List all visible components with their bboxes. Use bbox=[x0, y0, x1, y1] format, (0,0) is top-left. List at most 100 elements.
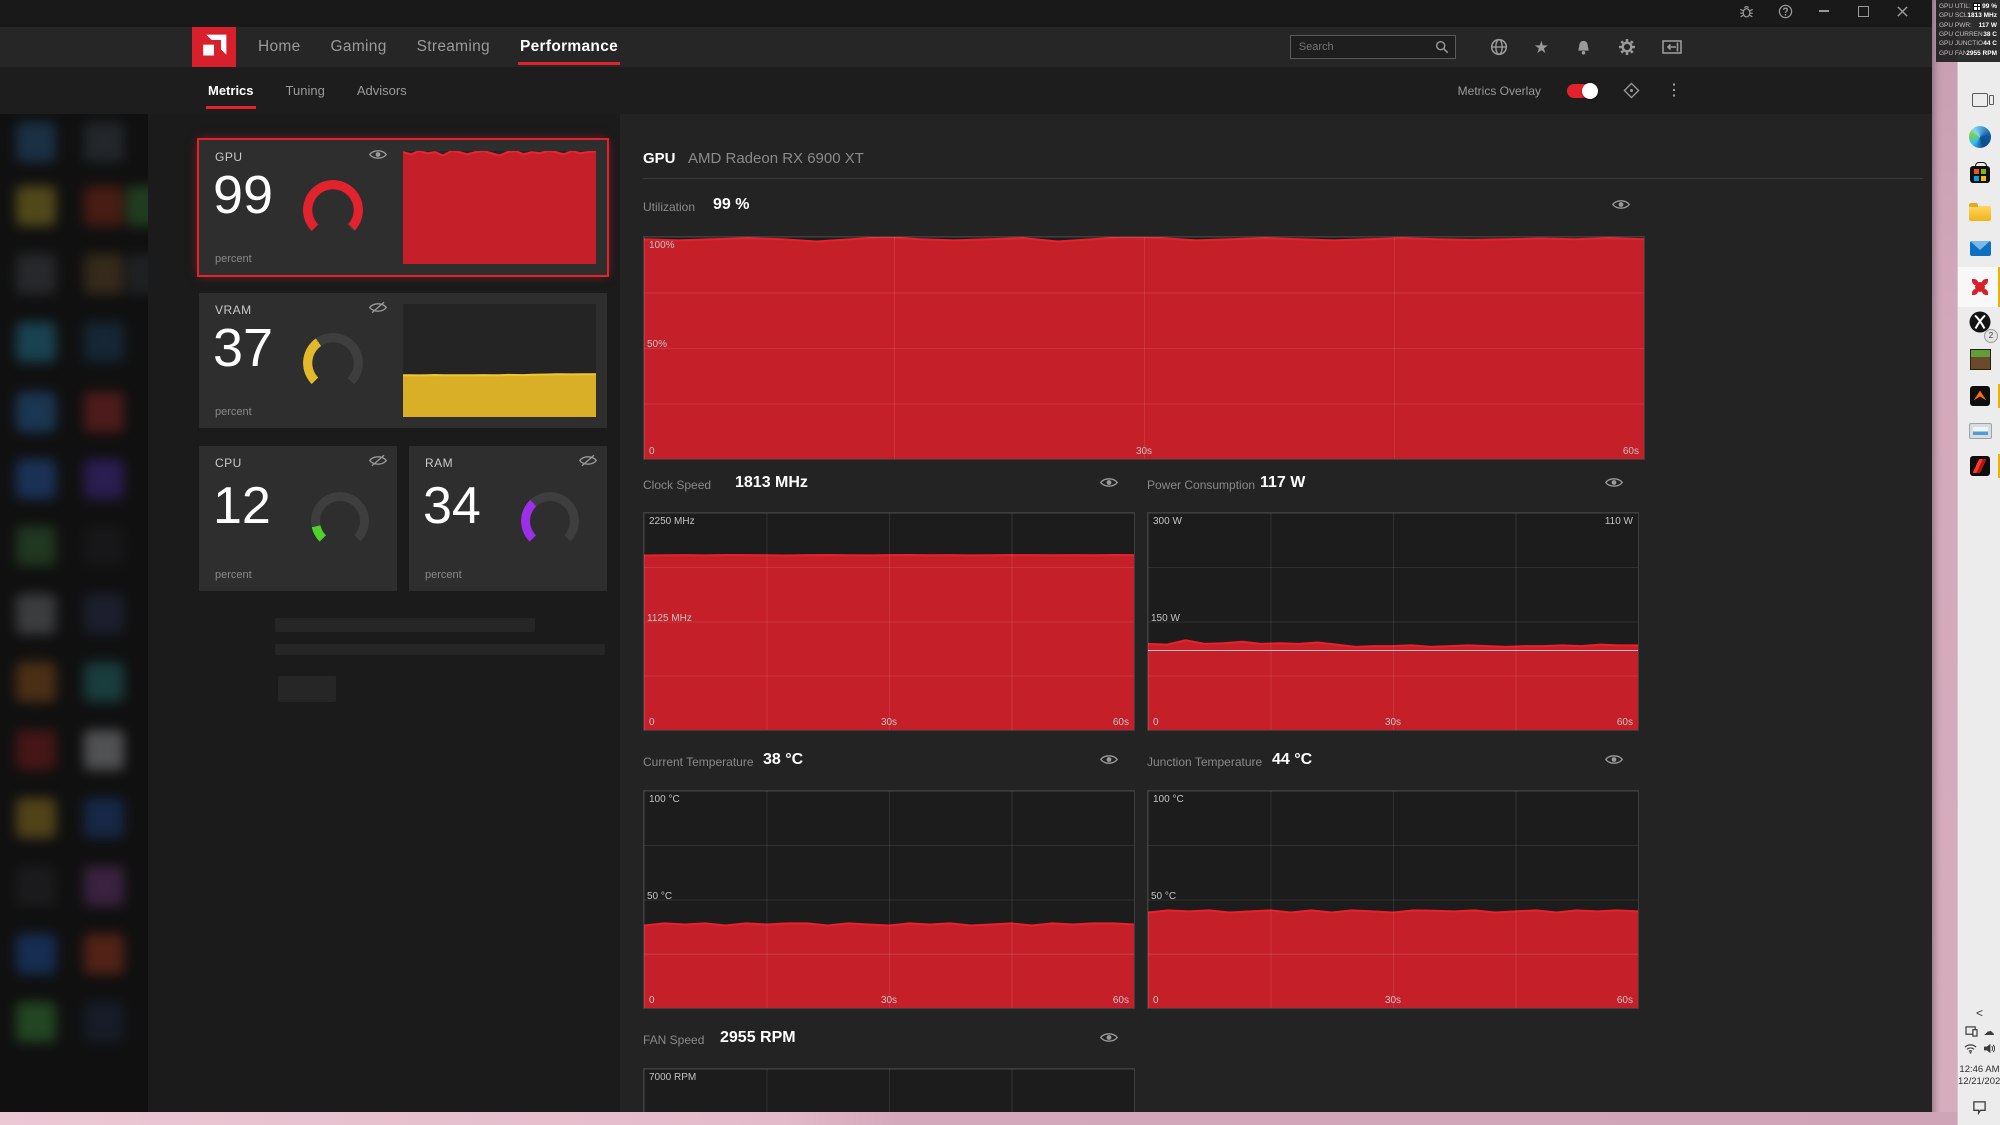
fan-speed-chart: 7000 RPM030s60s bbox=[643, 1068, 1135, 1112]
microsoft-store-icon[interactable] bbox=[1966, 160, 1994, 188]
action-center-icon[interactable] bbox=[1972, 1100, 1987, 1115]
fan-speed-value: 2955 RPM bbox=[720, 1029, 796, 1046]
maximize-button[interactable] bbox=[1855, 3, 1871, 19]
metrics-overlay-widget: GPU UTIL: 99 % GPU SCLK:1813 MHz GPU PWR:… bbox=[1936, 0, 2000, 62]
help-icon[interactable] bbox=[1777, 3, 1793, 19]
windows-logo-icon bbox=[1973, 2, 1982, 11]
search-input[interactable] bbox=[1289, 35, 1456, 59]
performance-monitor-icon[interactable] bbox=[1966, 417, 1994, 445]
ram-card[interactable]: RAM 34 percent bbox=[409, 446, 607, 591]
settings-gear-icon[interactable] bbox=[1618, 38, 1636, 56]
desktop-wallpaper-strip bbox=[0, 1112, 1957, 1125]
utilization-value: 99 % bbox=[713, 196, 750, 213]
tab-advisors[interactable]: Advisors bbox=[356, 83, 407, 98]
current-temperature-label: Current Temperature bbox=[643, 755, 754, 769]
visibility-eye-off-icon[interactable] bbox=[369, 301, 387, 314]
visibility-eye-icon[interactable] bbox=[369, 148, 387, 161]
nav-tab-home[interactable]: Home bbox=[258, 38, 301, 55]
connected-devices-icon[interactable] bbox=[1965, 1026, 1978, 1037]
overlay-metric-value: 99 % bbox=[1982, 3, 1997, 11]
overlay-metric-value: 1813 MHz bbox=[1967, 12, 1997, 20]
bug-report-icon[interactable] bbox=[1738, 3, 1754, 19]
power-consumption-chart: 300 W 150 W 110 W 0 30s 60s bbox=[1147, 512, 1639, 731]
metrics-overlay-toggle[interactable] bbox=[1567, 82, 1598, 99]
nav-tab-performance[interactable]: Performance bbox=[517, 38, 621, 65]
search-icon[interactable] bbox=[1435, 40, 1449, 54]
nav-tab-gaming[interactable]: Gaming bbox=[330, 38, 387, 55]
favorites-star-icon[interactable]: ★ bbox=[1533, 37, 1549, 57]
tab-tuning[interactable]: Tuning bbox=[285, 83, 325, 98]
vram-gauge bbox=[303, 333, 363, 393]
task-view-icon[interactable] bbox=[1966, 86, 1994, 114]
more-kebab-icon[interactable]: ⋮ bbox=[1666, 81, 1682, 99]
cpu-card[interactable]: CPU 12 percent bbox=[199, 446, 397, 591]
tab-metrics[interactable]: Metrics bbox=[206, 83, 256, 109]
metrics-overlay-label: Metrics Overlay bbox=[1457, 83, 1541, 98]
clock-date[interactable]: 12/21/2020 bbox=[1958, 1076, 2000, 1087]
visibility-eye-icon[interactable] bbox=[1612, 198, 1630, 211]
sampling-crosshair-icon[interactable] bbox=[1623, 82, 1640, 99]
nav-tab-streaming[interactable]: Streaming bbox=[416, 38, 490, 55]
current-temperature-chart: 100 °C 50 °C 0 30s 60s bbox=[643, 790, 1135, 1009]
amd-logo[interactable] bbox=[192, 27, 236, 67]
file-explorer-icon[interactable] bbox=[1966, 197, 1994, 225]
minimize-button[interactable] bbox=[1816, 3, 1832, 19]
desktop-icons bbox=[0, 114, 148, 1112]
cpu-card-label: CPU bbox=[215, 456, 242, 470]
overlay-panel-icon[interactable] bbox=[1662, 38, 1682, 56]
junction-temperature-label: Junction Temperature bbox=[1147, 755, 1263, 769]
gpu-card-unit: percent bbox=[215, 253, 252, 265]
edge-icon[interactable] bbox=[1966, 123, 1994, 151]
visibility-eye-icon[interactable] bbox=[1100, 1031, 1118, 1044]
vram-card-label: VRAM bbox=[215, 303, 252, 317]
mail-icon[interactable] bbox=[1966, 234, 1994, 262]
steelseries-icon[interactable] bbox=[1966, 382, 1994, 410]
amd-radeon-taskbar-icon[interactable] bbox=[1966, 273, 1994, 301]
minecraft-icon[interactable] bbox=[1966, 345, 1994, 373]
visibility-eye-icon[interactable] bbox=[1605, 753, 1623, 766]
taskbar-indicator bbox=[1998, 454, 2000, 478]
overlay-metric-label: GPU JUNCTION T... bbox=[1939, 40, 1984, 48]
tray-chevron[interactable]: < bbox=[1975, 1006, 1983, 1020]
overlay-metric-value: 2955 RPM bbox=[1966, 49, 1997, 57]
visibility-eye-icon[interactable] bbox=[1100, 476, 1118, 489]
ghost-text-line bbox=[275, 618, 535, 632]
overlay-metric-label: GPU FAN: bbox=[1939, 49, 1967, 57]
overlay-metric-value: 38 C bbox=[1983, 31, 1997, 39]
speaker-icon[interactable] bbox=[1983, 1043, 1996, 1054]
clock-time[interactable]: 12:46 AM bbox=[1959, 1064, 2000, 1075]
globe-icon[interactable] bbox=[1490, 38, 1508, 56]
xbox-icon[interactable]: 2 bbox=[1966, 310, 1998, 343]
visibility-eye-off-icon[interactable] bbox=[369, 454, 387, 467]
main-navbar: Home Gaming Streaming Performance ★ bbox=[0, 27, 1932, 67]
ram-card-unit: percent bbox=[425, 569, 462, 581]
gpu-card-sparkline bbox=[403, 151, 596, 264]
metrics-sidebar: GPU 99 percent VRAM 37 percent CPU 12 pe… bbox=[148, 114, 620, 1112]
onedrive-cloud-icon[interactable]: ☁ bbox=[1983, 1026, 1995, 1038]
overlay-metric-label: GPU PWR: bbox=[1939, 21, 1972, 29]
taskbar-indicator bbox=[1998, 267, 2000, 307]
wifi-icon[interactable] bbox=[1964, 1043, 1977, 1054]
overlay-metric-value: 117 W bbox=[1978, 21, 1997, 29]
close-button[interactable] bbox=[1894, 3, 1910, 19]
gpu-utilization-value: 99 bbox=[213, 165, 274, 225]
vram-card[interactable]: VRAM 37 percent bbox=[199, 293, 607, 428]
gpu-card-label: GPU bbox=[215, 150, 243, 164]
notifications-bell-icon[interactable] bbox=[1575, 39, 1592, 56]
gpu-gauge bbox=[303, 180, 363, 240]
vram-card-unit: percent bbox=[215, 406, 252, 418]
ram-card-label: RAM bbox=[425, 456, 454, 470]
gpu-metrics-panel: GPU AMD Radeon RX 6900 XT Utilization 99… bbox=[620, 114, 1932, 1112]
gpu-card[interactable]: GPU 99 percent bbox=[199, 140, 607, 275]
flashpoint-icon[interactable] bbox=[1966, 452, 1994, 480]
utilization-label: Utilization bbox=[643, 200, 696, 214]
device-name: AMD Radeon RX 6900 XT bbox=[688, 150, 864, 167]
ram-gauge bbox=[521, 492, 579, 550]
visibility-eye-icon[interactable] bbox=[1100, 753, 1118, 766]
utilization-chart: 100% 50% 0 30s 60s bbox=[643, 236, 1645, 460]
search-field[interactable] bbox=[1296, 40, 1435, 54]
visibility-eye-off-icon[interactable] bbox=[579, 454, 597, 467]
windows-taskbar: 2 < ☁ 12:46 AM 12/21/2020 bbox=[1957, 0, 2000, 1125]
visibility-eye-icon[interactable] bbox=[1605, 476, 1623, 489]
